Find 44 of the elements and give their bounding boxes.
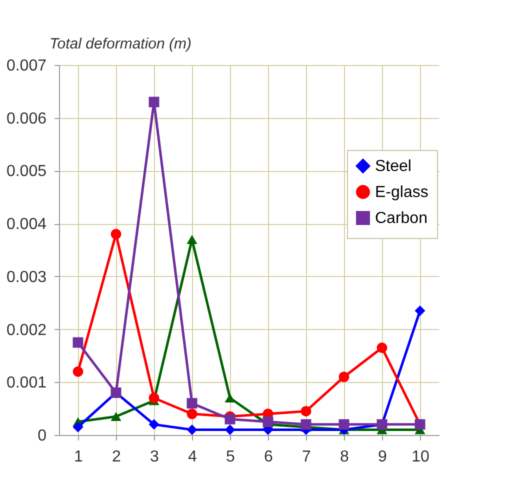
point	[224, 393, 236, 403]
x-tick-label: 10	[412, 448, 430, 466]
point	[186, 408, 198, 420]
point	[186, 398, 198, 409]
point	[300, 406, 312, 416]
point	[224, 414, 236, 424]
y-tick-label: 0.004	[6, 216, 47, 234]
x-tick-label: 6	[264, 448, 274, 466]
y-tick-label: 0.007	[6, 58, 47, 74]
point	[186, 424, 198, 435]
y-tick-label: 0.006	[6, 110, 47, 128]
point	[414, 306, 426, 316]
x-tick-label: 8	[340, 448, 350, 466]
y-axis-title: Total deformation (m)	[50, 36, 192, 52]
point	[338, 372, 350, 382]
legend-label: Carbon	[375, 210, 428, 227]
point	[262, 416, 274, 428]
legend-label: E-glass	[375, 184, 428, 201]
point	[110, 412, 122, 422]
y-tick-label: 0.002	[6, 322, 47, 339]
point	[72, 366, 84, 377]
x-tick-label: 2	[112, 448, 122, 466]
y-tick-label: 0	[38, 428, 47, 444]
x-tick-label: 4	[188, 448, 198, 466]
x-tick-label: 7	[302, 448, 312, 466]
point	[72, 422, 84, 432]
point	[338, 419, 350, 430]
point	[376, 342, 388, 354]
x-tick-label: 9	[378, 448, 388, 466]
point	[148, 392, 160, 404]
point	[72, 337, 84, 348]
x-tick-label: 5	[226, 448, 236, 466]
point	[300, 419, 312, 430]
point	[148, 419, 160, 430]
y-tick-label: 0.005	[6, 163, 47, 180]
x-tick-label: 1	[74, 448, 84, 466]
point	[186, 234, 198, 244]
point	[224, 424, 236, 435]
y-tick-label: 0.001	[6, 374, 47, 392]
point	[148, 96, 160, 108]
y-tick-label: 0.003	[6, 268, 47, 286]
x-tick-label: 3	[150, 448, 160, 466]
legend-label: Steel	[375, 158, 412, 175]
point	[110, 228, 122, 240]
